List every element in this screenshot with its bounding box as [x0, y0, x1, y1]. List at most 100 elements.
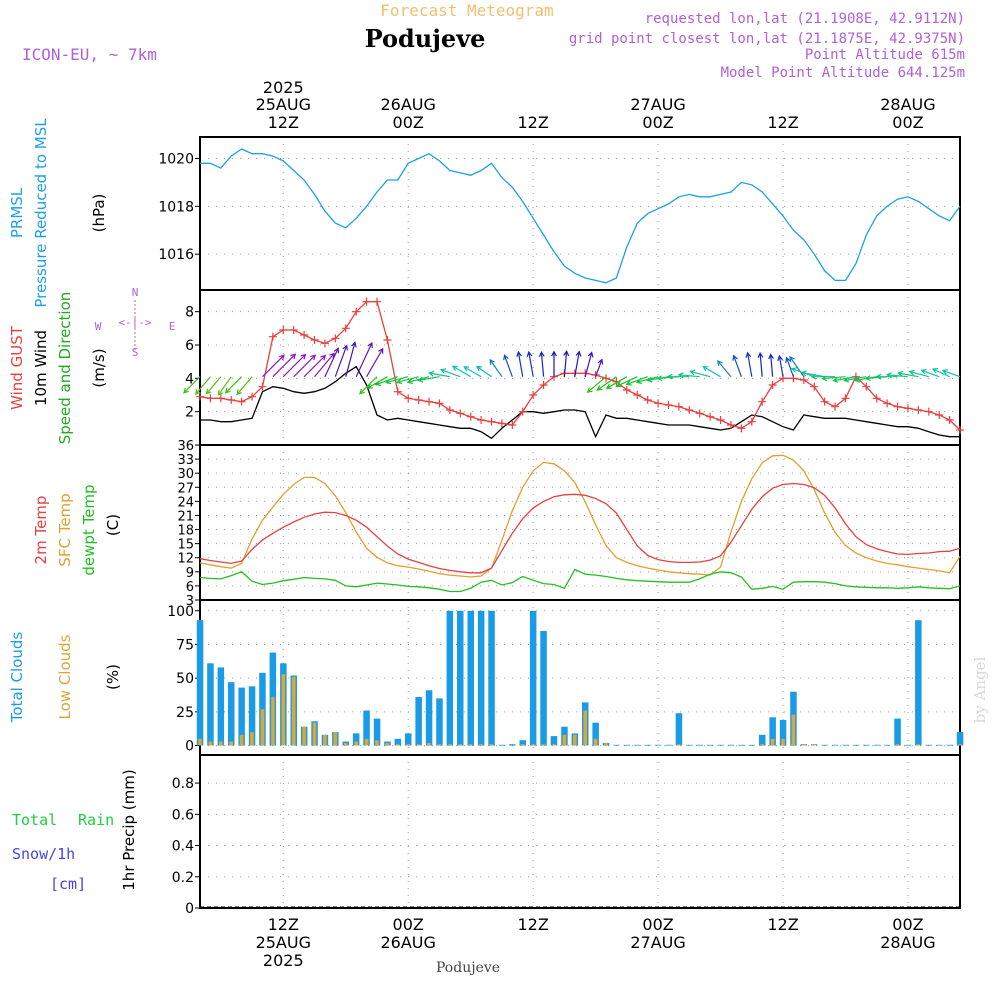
total-cloud-bar: [675, 713, 683, 746]
compass-w: W: [95, 320, 102, 333]
top-axis-date: 25AUG: [256, 95, 311, 114]
t2m-label: 2m Temp: [32, 496, 50, 565]
wind-arrow: [832, 376, 857, 383]
gust-marker: [872, 394, 881, 403]
total-cloud-bar: [613, 744, 620, 746]
gust-line: [199, 301, 961, 431]
wind-arrow: [596, 376, 617, 391]
top-axis-hour: 00Z: [892, 113, 923, 132]
y-tick-label: 3: [186, 594, 194, 609]
total-cloud-bar: [727, 744, 735, 746]
wind-arrow: [427, 370, 451, 378]
total-cloud-bar: [738, 744, 745, 746]
wind-arrow: [875, 373, 898, 380]
y-tick-label: 4: [185, 371, 194, 387]
low-cloud-bar: [916, 744, 921, 746]
low-cloud-bar: [562, 734, 567, 746]
total-cloud-bar: [686, 744, 693, 746]
y-tick-label: 25: [176, 705, 194, 721]
total-cloud-bar: [592, 722, 599, 746]
bottom-axis-hour: 00Z: [642, 915, 673, 934]
low-cloud-bar: [791, 714, 796, 746]
low-cloud-bar: [604, 742, 608, 746]
wind-arrow: [885, 372, 908, 379]
total-cloud-bar: [238, 687, 245, 746]
low-cloud-bar: [198, 738, 202, 746]
product-title: Forecast Meteogram: [380, 1, 553, 20]
gust-marker: [341, 324, 350, 333]
gust-marker: [747, 417, 756, 426]
wind-arrow: [395, 376, 419, 385]
y-tick-label: 50: [176, 671, 194, 687]
sfc-temp-line: [199, 454, 961, 578]
low-cloud-bar: [760, 744, 764, 746]
wind-arrow: [303, 354, 327, 378]
y-tick-label: 27: [177, 481, 194, 496]
total-cloud-bar: [894, 718, 901, 746]
gust-marker: [726, 421, 735, 429]
low-cloud-bar: [541, 744, 546, 746]
pressure-label-2: Pressure Reduced to MSL: [32, 118, 50, 308]
total-cloud-bar: [477, 610, 485, 746]
y-tick-label: 1016: [158, 247, 194, 263]
gust-marker: [716, 416, 725, 424]
wind-speed-line: [200, 365, 960, 440]
total-cloud-bar: [863, 744, 870, 746]
panel-labels: PRMSL Pressure Reduced to MSL (hPa) Wind GU…: [8, 118, 175, 893]
total-cloud-bar: [196, 620, 204, 746]
low-cloud-bar: [531, 744, 535, 746]
gust-label: Wind GUST: [8, 325, 26, 410]
gust-marker: [883, 399, 892, 408]
gust-marker: [914, 406, 923, 414]
total-cloud-bar: [207, 663, 214, 746]
total-cloud-bar: [550, 736, 558, 746]
top-axis-date: 27AUG: [630, 95, 685, 114]
low-cloud-bar: [552, 744, 556, 746]
wind-arrow: [489, 358, 503, 378]
wind-arrow: [503, 354, 513, 377]
wind-arrow: [931, 368, 950, 378]
low-cloud-bar: [229, 741, 233, 746]
wind-arrow: [777, 354, 784, 377]
y-tick-label: 1020: [158, 152, 194, 168]
total-clouds-label: Total Clouds: [8, 632, 26, 724]
gust-marker: [664, 401, 673, 409]
gust-marker: [768, 381, 777, 389]
panel-frame: [199, 136, 961, 291]
low-cloud-bar: [375, 740, 379, 746]
wind-arrow: [384, 376, 409, 385]
grid-point-coords: grid point closest lon,lat (21.1875E, 42…: [569, 31, 965, 47]
y-tick-label: 18: [177, 524, 194, 539]
bottom-axis-year: 2025: [263, 951, 304, 970]
total-cloud-bar: [915, 620, 922, 746]
total-cloud-bar: [821, 744, 828, 746]
wind-arrow: [768, 353, 774, 377]
total-cloud-bar: [904, 744, 912, 746]
low-cloud-bar: [812, 744, 816, 746]
wind-arrow: [586, 376, 607, 394]
dewpoint-line: [199, 568, 961, 593]
wind-arrow: [374, 376, 399, 386]
low-cloud-bar: [323, 734, 327, 746]
bottom-axis-date: 27AUG: [630, 933, 685, 952]
y-tick-label: 12: [177, 552, 194, 567]
total-cloud-bar: [936, 744, 943, 746]
gust-marker: [279, 326, 288, 334]
gust-marker: [820, 397, 829, 406]
y-tick-label: 8: [185, 305, 194, 321]
wind-dir-label: Speed and Direction: [56, 292, 74, 445]
gust-marker: [237, 397, 246, 406]
gust-marker: [831, 402, 840, 411]
wind-arrow: [205, 376, 222, 395]
wind-arrow: [789, 355, 805, 378]
total-cloud-bar: [946, 744, 953, 746]
wind-arrow: [345, 341, 357, 377]
compass-e: E: [169, 320, 176, 333]
low-cloud-bar: [333, 732, 338, 746]
bottom-axis-hour: 00Z: [393, 915, 424, 934]
top-axis-hour: 12Z: [517, 113, 548, 132]
precip-snow-label: Snow/1h: [12, 845, 75, 863]
bottom-axis-hour: 00Z: [892, 915, 923, 934]
total-cloud-bar: [644, 744, 651, 746]
